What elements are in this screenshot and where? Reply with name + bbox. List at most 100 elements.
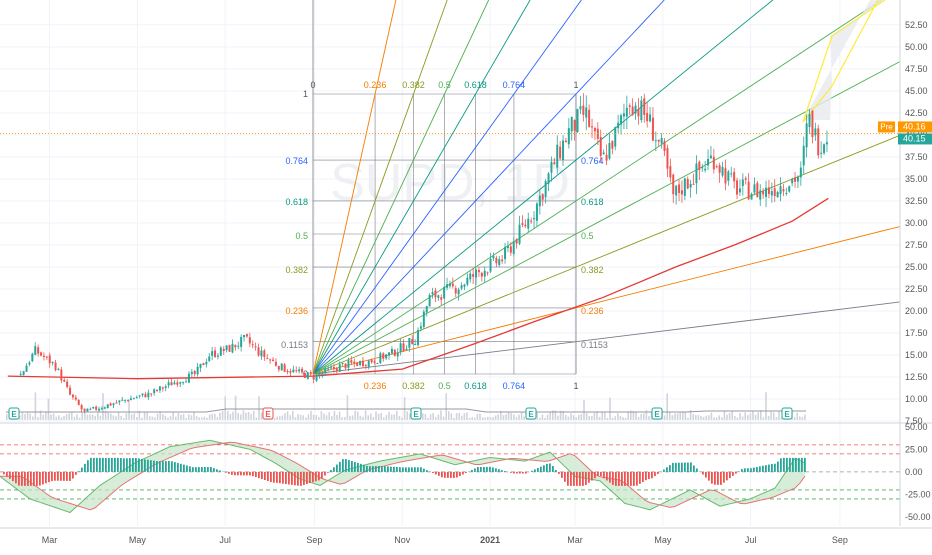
volume-bar xyxy=(146,413,148,420)
osc-histogram-bar xyxy=(777,462,779,472)
candle-body xyxy=(426,306,428,312)
osc-histogram-bar xyxy=(138,458,140,471)
volume-bar xyxy=(794,417,796,420)
volume-bar xyxy=(425,414,427,420)
candle-body xyxy=(345,364,347,369)
candle-body xyxy=(655,140,657,141)
osc-histogram-bar xyxy=(198,467,200,472)
volume-bar xyxy=(76,414,78,420)
candle-body xyxy=(23,371,25,375)
volume-bar xyxy=(341,417,343,420)
volume-bar xyxy=(344,417,346,420)
volume-bar xyxy=(362,417,364,420)
volume-bar xyxy=(336,415,338,420)
candle-body xyxy=(748,182,750,200)
candle-body xyxy=(806,123,808,147)
candle-body xyxy=(550,162,552,173)
time-tick-label: Mar xyxy=(42,535,58,545)
volume-bar xyxy=(664,415,666,420)
volume-bar xyxy=(120,416,122,420)
osc-histogram-bar xyxy=(720,472,722,485)
earnings-badge: E xyxy=(263,408,273,419)
volume-bar xyxy=(232,412,234,420)
earnings-badge-label: E xyxy=(784,410,790,419)
volume-bar xyxy=(224,396,226,420)
candle-body xyxy=(565,141,567,143)
osc-histogram-bar xyxy=(693,465,695,471)
candle-body xyxy=(327,369,329,370)
candle-body xyxy=(693,184,695,185)
candle-body xyxy=(307,373,309,379)
candle-body xyxy=(356,363,358,366)
candle-body xyxy=(577,109,579,132)
fib-bottom-label: 0.764 xyxy=(503,381,526,391)
volume-bar xyxy=(94,416,96,420)
osc-histogram-bar xyxy=(282,472,284,484)
price-tick-label: 10.00 xyxy=(905,394,928,404)
osc-histogram-bar xyxy=(357,463,359,472)
candle-body xyxy=(745,178,747,179)
volume-bar xyxy=(744,412,746,420)
volume-bar xyxy=(466,413,468,420)
osc-histogram-bar xyxy=(168,461,170,472)
osc-histogram-bar xyxy=(126,458,128,472)
volume-bar xyxy=(607,418,609,420)
volume-bar xyxy=(102,393,104,420)
fib-top-label: 1 xyxy=(573,80,578,90)
time-tick-label: Nov xyxy=(394,535,411,545)
candle-body xyxy=(524,225,526,227)
volume-bar xyxy=(393,414,395,420)
osc-histogram-bar xyxy=(384,466,386,472)
candle-body xyxy=(713,157,715,169)
projection-fill xyxy=(803,0,885,120)
volume-bar xyxy=(487,417,489,420)
osc-histogram-bar xyxy=(273,472,275,483)
time-tick-label: 2021 xyxy=(480,535,500,545)
candle-body xyxy=(664,141,666,151)
volume-bar xyxy=(240,414,242,420)
volume-bar xyxy=(302,415,304,420)
candle-body xyxy=(153,389,155,393)
candle-body xyxy=(765,188,767,197)
candle-body xyxy=(556,145,558,168)
osc-histogram-bar xyxy=(576,472,578,486)
volume-bar xyxy=(711,413,713,420)
candle-body xyxy=(452,284,454,287)
candle-body xyxy=(823,144,825,153)
projection-zone xyxy=(803,0,885,122)
osc-histogram-bar xyxy=(735,472,737,474)
osc-histogram-bar xyxy=(90,458,92,472)
candle-body xyxy=(202,363,204,365)
earnings-badge-label: E xyxy=(11,410,17,419)
volume-bar xyxy=(315,415,317,420)
osc-histogram-bar xyxy=(789,458,791,472)
time-tick-label: May xyxy=(129,535,147,545)
osc-histogram-bar xyxy=(291,472,293,485)
candle-body xyxy=(321,373,323,374)
volume-bar xyxy=(752,411,754,420)
osc-histogram-bar xyxy=(450,472,452,478)
osc-histogram-bar xyxy=(156,461,158,472)
volume-bar xyxy=(180,415,182,420)
candle-body xyxy=(159,386,161,390)
volume-bar xyxy=(737,417,739,420)
osc-histogram-bar xyxy=(234,472,236,475)
volume-bar xyxy=(666,393,668,420)
volume-bar xyxy=(557,416,559,420)
volume-bar xyxy=(63,416,65,420)
candle-body xyxy=(115,403,117,404)
earnings-badge: E xyxy=(411,408,421,419)
volume-bar xyxy=(118,413,120,420)
volume-bar xyxy=(162,414,164,420)
volume-bar xyxy=(339,412,341,420)
candle-body xyxy=(687,179,689,189)
osc-histogram-bar xyxy=(54,472,56,481)
candle-body xyxy=(606,155,608,161)
volume-bar xyxy=(542,414,544,420)
candle-body xyxy=(469,274,471,280)
candle-body xyxy=(289,371,291,373)
candle-body xyxy=(678,184,680,193)
candle-body xyxy=(701,167,703,168)
osc-histogram-bar xyxy=(159,461,161,472)
volume-bar xyxy=(430,414,432,420)
